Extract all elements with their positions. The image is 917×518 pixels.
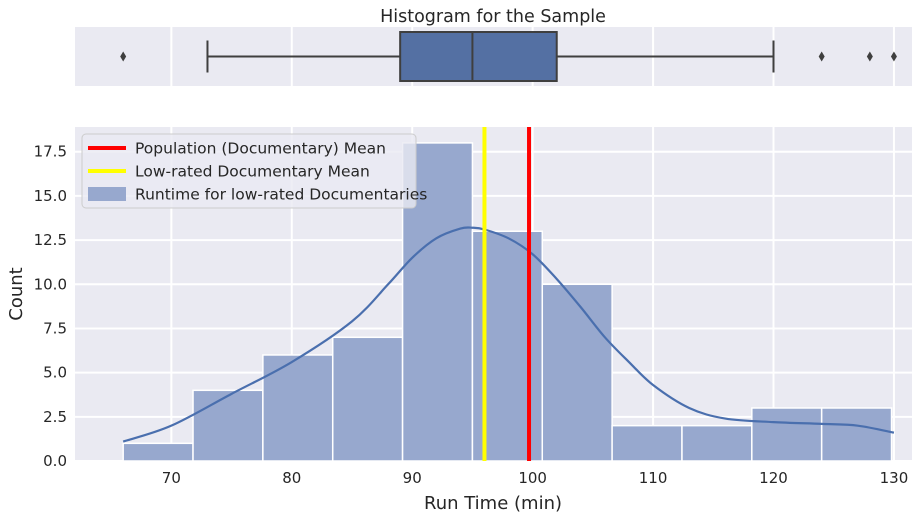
legend-patch-swatch <box>88 187 126 201</box>
box-plot-outlier <box>818 51 825 62</box>
x-tick-label: 100 <box>518 469 547 487</box>
y-tick-label: 10.0 <box>34 275 67 293</box>
histogram-bar <box>611 424 683 462</box>
histogram-bar <box>262 354 334 462</box>
x-tick-label: 70 <box>162 469 181 487</box>
y-tick-label: 17.5 <box>34 143 67 161</box>
y-axis-label: Count <box>6 267 27 320</box>
histogram-bar <box>541 283 613 462</box>
y-tick-label: 12.5 <box>34 231 67 249</box>
legend: Population (Documentary) Mean Low-rated D… <box>81 133 427 209</box>
histogram-bar <box>192 389 264 462</box>
box-plot-outlier <box>120 51 127 62</box>
x-tick-label: 80 <box>282 469 301 487</box>
y-tick-label: 7.5 <box>43 319 67 337</box>
x-tick-label: 120 <box>759 469 788 487</box>
box-plot-outlier <box>866 51 873 62</box>
histogram-bar <box>751 407 823 462</box>
x-tick-label: 130 <box>880 469 909 487</box>
box-plot-panel <box>75 27 912 86</box>
x-tick-label: 90 <box>403 469 422 487</box>
x-axis-label: Run Time (min) <box>424 493 562 514</box>
box-plot-outlier <box>890 51 897 62</box>
legend-frame <box>81 133 417 209</box>
x-tick-label: 110 <box>639 469 668 487</box>
legend-entry-label: Population (Documentary) Mean <box>135 140 386 158</box>
legend-entry-label: Runtime for low-rated Documentaries <box>135 186 427 204</box>
y-tick-label: 15.0 <box>34 187 67 205</box>
kde-curve <box>122 226 895 443</box>
box-plot-title: Histogram for the Sample <box>380 7 606 27</box>
histogram-bar <box>681 424 753 462</box>
histogram-bar <box>331 336 404 462</box>
histogram-panel: 70 80 90 100 110 120 130 0.0 2.5 5.0 7.5 10.0 12.5 15… <box>34 127 912 487</box>
y-tick-label: 0.0 <box>43 452 67 470</box>
histogram-bar <box>820 407 893 462</box>
legend-entry-label: Low-rated Documentary Mean <box>135 163 370 181</box>
y-tick-label: 5.0 <box>43 364 67 382</box>
histogram-bar <box>122 442 194 462</box>
box-plot-box <box>399 31 558 82</box>
y-tick-label: 2.5 <box>43 408 67 426</box>
